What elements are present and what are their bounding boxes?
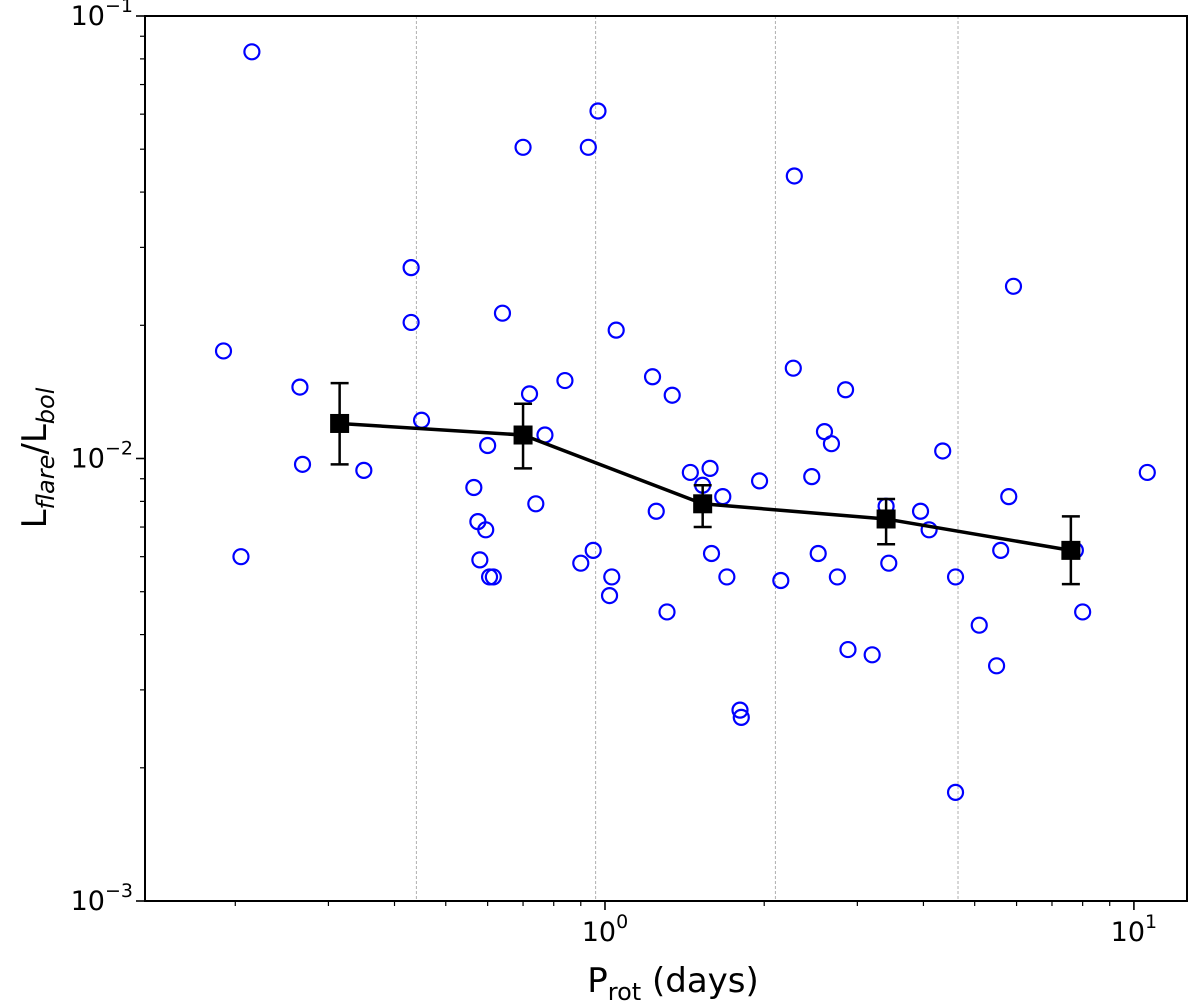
data-point	[1074, 603, 1092, 621]
y-axis-label-sub2: bol	[32, 387, 60, 424]
data-point	[484, 568, 502, 586]
y-tick-base: 10	[71, 1, 105, 32]
data-point	[579, 138, 597, 156]
data-point	[828, 568, 846, 586]
data-point	[987, 657, 1006, 675]
data-point	[663, 386, 681, 404]
y-axis-label-main2: L	[15, 424, 55, 443]
data-point	[1000, 488, 1018, 506]
x-tick-base: 10	[1111, 917, 1145, 948]
data-point	[471, 551, 489, 569]
data-point	[946, 783, 965, 801]
grid-layer	[415, 16, 959, 901]
data-point	[920, 521, 938, 539]
data-point	[412, 411, 431, 429]
data-point	[293, 455, 312, 473]
y-tick-label: 10−2	[71, 438, 133, 475]
x-axis-label: Prot (days)	[587, 961, 759, 1006]
plot-frame	[144, 15, 1188, 902]
data-point	[232, 548, 250, 566]
data-point	[822, 435, 841, 453]
data-point	[863, 646, 881, 664]
data-point	[589, 102, 607, 120]
data-point	[355, 461, 373, 479]
data-point	[836, 381, 855, 399]
x-tick-label: 101	[1111, 911, 1157, 948]
data-point	[911, 502, 930, 520]
y-tick-exp: −2	[105, 438, 133, 460]
data-point	[291, 378, 309, 396]
data-point	[702, 544, 721, 563]
data-point	[607, 321, 625, 339]
data-point	[1138, 463, 1156, 482]
data-point	[970, 616, 988, 634]
data-point	[514, 138, 532, 156]
data-point	[477, 521, 495, 539]
data-point	[1004, 277, 1023, 295]
y-tick-exp: −3	[105, 880, 133, 902]
y-tick-base: 10	[71, 886, 105, 917]
scatter-points	[214, 43, 1156, 801]
data-point	[643, 368, 662, 386]
binned-line	[339, 421, 1072, 553]
binned-marker	[693, 494, 713, 514]
data-point	[731, 701, 749, 719]
data-point	[493, 304, 512, 322]
data-point	[572, 554, 590, 572]
binned-marker	[513, 425, 533, 445]
data-point	[243, 43, 261, 61]
y-axis-label-sub1: flare	[32, 455, 60, 510]
data-point	[809, 544, 827, 563]
data-point	[714, 488, 732, 506]
data-point	[681, 463, 699, 482]
data-point	[750, 472, 769, 490]
data-point	[402, 313, 420, 332]
data-point	[803, 468, 821, 486]
data-point	[946, 568, 965, 586]
x-axis-label-main: P	[587, 961, 608, 1001]
binned-marker	[330, 413, 350, 433]
x-tick-base: 10	[582, 917, 616, 948]
data-point	[785, 167, 803, 185]
data-point	[718, 568, 736, 586]
data-point	[732, 708, 750, 726]
x-tick-exp: 1	[1145, 911, 1157, 933]
data-point	[772, 571, 790, 590]
x-axis-label-sub: rot	[608, 978, 641, 1006]
data-point	[520, 385, 539, 403]
y-axis-label-slash: /	[15, 443, 55, 455]
y-axis-label: Lflare/Lbol	[15, 387, 60, 528]
binned-series	[330, 381, 1081, 586]
x-axis-label-rest: (days)	[641, 961, 759, 1001]
binned-marker	[1061, 540, 1081, 560]
data-point	[839, 640, 857, 659]
data-point	[465, 478, 483, 497]
x-tick-label: 100	[582, 911, 628, 948]
data-point	[658, 603, 676, 621]
data-point	[603, 568, 621, 586]
data-point	[647, 502, 665, 520]
y-tick-base: 10	[71, 444, 105, 475]
data-point	[402, 259, 420, 277]
data-point	[934, 442, 952, 460]
y-tick-label: 10−3	[71, 880, 133, 917]
binned-marker	[876, 509, 896, 529]
data-point	[479, 436, 497, 455]
data-point	[992, 541, 1010, 559]
x-tick-exp: 0	[616, 911, 628, 933]
data-point	[584, 541, 602, 559]
data-point	[556, 371, 574, 390]
data-point	[880, 554, 898, 572]
data-point	[784, 359, 802, 377]
data-point	[600, 586, 619, 605]
y-axis-label-main1: L	[15, 509, 55, 528]
data-point	[214, 342, 233, 360]
y-tick-exp: −1	[105, 0, 133, 17]
y-tick-label: 10−1	[71, 0, 133, 32]
data-point	[701, 459, 719, 477]
data-point	[527, 495, 545, 513]
